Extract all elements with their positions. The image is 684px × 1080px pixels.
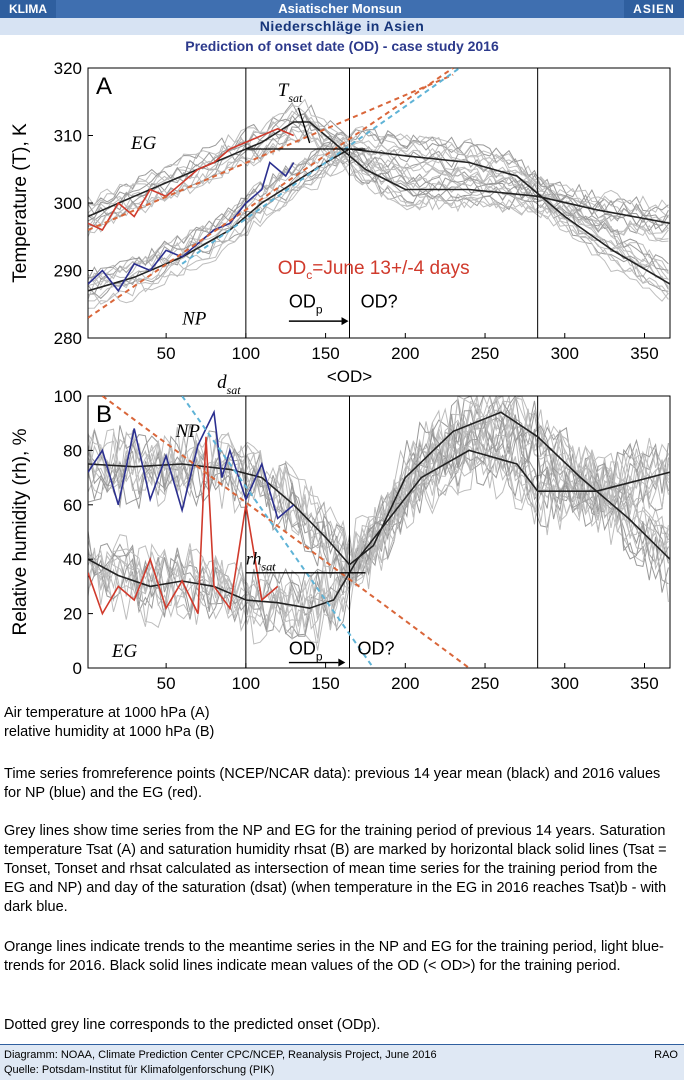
y-tick-label: 310 xyxy=(54,127,82,146)
top-banner: KLIMA Asiatischer Monsun ASIEN xyxy=(0,0,684,18)
panel-letter: A xyxy=(96,73,112,100)
training-series-line xyxy=(88,142,669,289)
series-trend-2016 xyxy=(181,68,462,265)
series-eg-mean xyxy=(88,449,670,610)
training-series-line xyxy=(88,151,669,302)
dsat-label: dsat xyxy=(217,372,241,397)
x-tick-label: 100 xyxy=(232,344,260,363)
y-tick-label: 40 xyxy=(63,550,82,569)
training-series-line xyxy=(88,128,669,243)
series-trend-2016 xyxy=(181,396,375,668)
eg-label: EG xyxy=(111,641,138,662)
training-series-line xyxy=(88,130,669,279)
training-series-line xyxy=(88,424,669,616)
x-tick-label: 300 xyxy=(551,674,579,693)
x-tick-label: 350 xyxy=(630,344,658,363)
series-eg-2016 xyxy=(88,436,279,616)
odp-arrowhead xyxy=(341,317,349,326)
y-tick-label: 290 xyxy=(54,262,82,281)
caption-line-b: relative humidity at 1000 hPa (B) xyxy=(4,724,215,740)
training-series-line xyxy=(88,398,669,583)
caption-line-a: Air temperature at 1000 hPa (A) xyxy=(4,705,210,721)
footer-tag: RAO xyxy=(654,1049,678,1061)
x-tick-label: 150 xyxy=(311,674,339,693)
training-series-line xyxy=(88,155,669,305)
training-series-line xyxy=(88,113,669,225)
training-series-line xyxy=(88,410,669,581)
x-tick-label: 350 xyxy=(630,674,658,693)
footer-source-quelle: Quelle: Potsdam-Institut für Klimafolgen… xyxy=(4,1064,275,1076)
training-series-line xyxy=(88,106,669,218)
training-series-group xyxy=(88,98,669,309)
np-label: NP xyxy=(181,309,207,330)
training-series-line xyxy=(88,429,669,615)
odp-label: ODp xyxy=(289,292,323,317)
category-tag-asien[interactable]: ASIEN xyxy=(624,0,684,18)
panel-a: 50 100 150 200 250 300 350 280 290 300 310 320 Tempe… xyxy=(10,59,671,386)
series-np-mean xyxy=(88,148,670,292)
y-tick-label: 60 xyxy=(63,496,82,515)
rhsat-label: rhsat xyxy=(246,549,276,574)
series-np-2016 xyxy=(88,161,295,293)
panel-b: 50 100 150 200 250 300 350 0 20 40 60 80 100 Relative… xyxy=(10,387,671,693)
chart-title: Prediction of onset date (OD) - case stu… xyxy=(185,38,499,54)
chart-figure: 50 100 150 200 250 300 350280290300310320Tempe… xyxy=(10,59,671,693)
od-question-label: OD? xyxy=(361,292,398,312)
x-tick-label: 250 xyxy=(471,674,499,693)
panel-letter: B xyxy=(96,401,112,428)
odp-arrowhead xyxy=(338,658,346,667)
page-subtitle: Niederschläge in Asien xyxy=(0,18,684,35)
category-tag-klima[interactable]: KLIMA xyxy=(0,0,56,18)
x-tick-label: 150 xyxy=(311,344,339,363)
y-tick-label: 0 xyxy=(73,659,82,678)
od-question-label: OD? xyxy=(357,638,394,658)
y-tick-label: 80 xyxy=(63,441,82,460)
x-tick-label: 100 xyxy=(232,674,260,693)
training-series-line xyxy=(88,98,669,213)
y-tick-label: 100 xyxy=(54,387,82,406)
footer-source-diagram: Diagramm: NOAA, Climate Prediction Cente… xyxy=(4,1049,437,1061)
series-trend-eg xyxy=(88,73,454,231)
y-tick-label: 320 xyxy=(54,59,82,78)
od-estimate-label: ODc=June 13+/-4 days xyxy=(278,258,470,282)
training-series-line xyxy=(88,414,669,617)
banner-title: Asiatischer Monsun xyxy=(278,1,402,16)
odp-label: ODp xyxy=(289,638,323,663)
series-trend-np xyxy=(101,396,470,668)
caption-paragraph-trends: Orange lines indicate trends to the mean… xyxy=(4,939,664,974)
y-tick-label: 280 xyxy=(54,329,82,348)
training-series-line xyxy=(88,128,669,284)
x-tick-label: 200 xyxy=(391,674,419,693)
eg-label: EG xyxy=(130,133,157,154)
y-axis-label: Relative humidity (rh), % xyxy=(10,428,31,635)
x-tick-label: 300 xyxy=(551,344,579,363)
series-np-2016 xyxy=(88,409,295,520)
series-trend-np xyxy=(88,68,454,319)
caption-paragraph-dotted: Dotted grey line corresponds to the pred… xyxy=(4,1017,381,1033)
od-mean-label: <OD> xyxy=(327,367,372,386)
caption-paragraph-grey: Grey lines show time series from the NP … xyxy=(4,823,667,915)
x-tick-label: 50 xyxy=(157,674,176,693)
x-tick-label: 200 xyxy=(391,344,419,363)
y-tick-label: 300 xyxy=(54,194,82,213)
training-series-line xyxy=(88,396,669,572)
training-series-line xyxy=(88,101,669,212)
tsat-arrow xyxy=(297,107,311,144)
footer: Diagramm: NOAA, Climate Prediction Cente… xyxy=(0,1044,684,1080)
caption-paragraph-sources: Time series fromreference points (NCEP/N… xyxy=(4,766,661,801)
series-eg-mean xyxy=(88,121,670,225)
training-series-line xyxy=(88,442,669,651)
y-tick-label: 20 xyxy=(63,605,82,624)
training-series-line xyxy=(88,137,669,287)
x-tick-label: 250 xyxy=(471,344,499,363)
plot-frame xyxy=(87,395,671,669)
x-tick-label: 50 xyxy=(157,344,176,363)
training-series-line xyxy=(88,110,669,222)
tsat-label: Tsat xyxy=(278,80,303,105)
series-eg-2016 xyxy=(88,127,295,232)
np-label: NP xyxy=(175,421,201,442)
training-series-line xyxy=(88,129,669,235)
y-axis-label: Temperature (T), K xyxy=(10,123,31,283)
